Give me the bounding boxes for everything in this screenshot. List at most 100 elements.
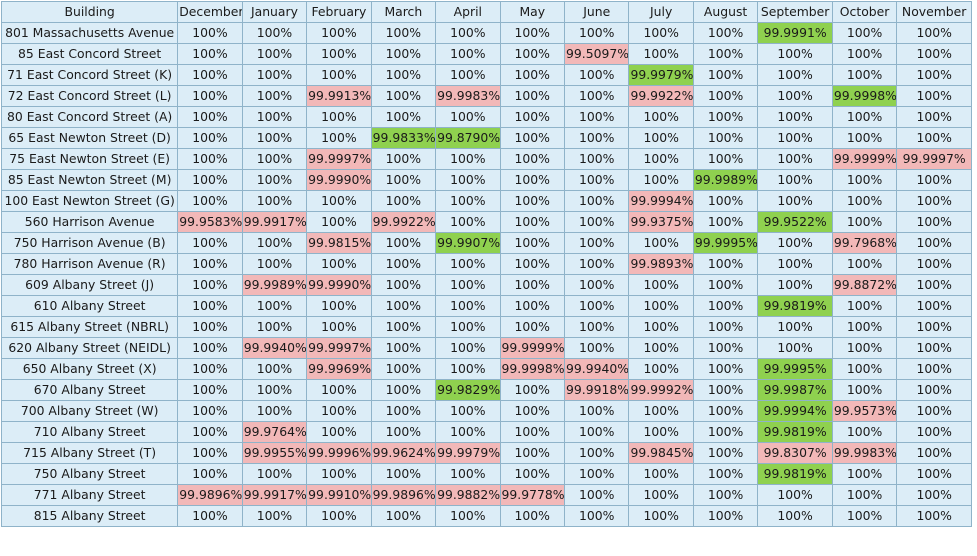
uptime-cell[interactable]: 100%: [831, 64, 898, 86]
uptime-cell[interactable]: 100%: [757, 148, 833, 170]
uptime-cell[interactable]: 100%: [306, 505, 372, 527]
uptime-cell[interactable]: 100%: [896, 505, 972, 527]
uptime-cell[interactable]: 100%: [370, 505, 437, 527]
uptime-cell[interactable]: 100%: [628, 127, 694, 149]
uptime-cell[interactable]: 100%: [628, 463, 694, 485]
uptime-cell[interactable]: 99.9845%: [628, 442, 694, 464]
uptime-cell[interactable]: 100%: [370, 148, 437, 170]
uptime-cell[interactable]: 100%: [177, 316, 243, 338]
uptime-cell[interactable]: 100%: [692, 127, 759, 149]
uptime-cell[interactable]: 100%: [628, 295, 694, 317]
uptime-cell[interactable]: 100%: [896, 421, 972, 443]
uptime-cell[interactable]: 100%: [896, 463, 972, 485]
uptime-cell[interactable]: 100%: [306, 22, 372, 44]
uptime-cell[interactable]: 99.9994%: [628, 190, 694, 212]
uptime-cell[interactable]: 100%: [435, 211, 501, 233]
uptime-cell[interactable]: 100%: [370, 64, 437, 86]
uptime-cell[interactable]: 100%: [241, 127, 308, 149]
uptime-cell[interactable]: 100%: [896, 22, 972, 44]
uptime-cell[interactable]: 100%: [831, 253, 898, 275]
uptime-cell[interactable]: 100%: [896, 379, 972, 401]
uptime-cell[interactable]: 100%: [435, 22, 501, 44]
uptime-cell[interactable]: 100%: [370, 232, 437, 254]
uptime-cell[interactable]: 100%: [499, 442, 565, 464]
uptime-cell[interactable]: 100%: [499, 253, 565, 275]
uptime-cell[interactable]: 100%: [896, 64, 972, 86]
uptime-cell[interactable]: 100%: [306, 43, 372, 65]
uptime-cell[interactable]: 100%: [692, 295, 759, 317]
building-name-cell[interactable]: 780 Harrison Avenue (R): [0, 253, 179, 275]
uptime-cell[interactable]: 100%: [692, 148, 759, 170]
uptime-cell[interactable]: 100%: [563, 337, 630, 359]
uptime-cell[interactable]: 100%: [177, 421, 243, 443]
uptime-cell[interactable]: 100%: [241, 232, 308, 254]
uptime-cell[interactable]: 100%: [896, 442, 972, 464]
uptime-cell[interactable]: 100%: [370, 358, 437, 380]
uptime-cell[interactable]: 100%: [370, 169, 437, 191]
uptime-cell[interactable]: 100%: [177, 442, 243, 464]
header-january[interactable]: January: [241, 1, 308, 23]
uptime-cell[interactable]: 100%: [563, 274, 630, 296]
header-october[interactable]: October: [831, 1, 898, 23]
uptime-cell[interactable]: 99.9996%: [306, 442, 372, 464]
uptime-cell[interactable]: 99.9990%: [306, 274, 372, 296]
uptime-cell[interactable]: 99.9922%: [370, 211, 437, 233]
uptime-cell[interactable]: 100%: [177, 400, 243, 422]
uptime-cell[interactable]: 99.9940%: [241, 337, 308, 359]
header-building[interactable]: Building: [0, 1, 179, 23]
uptime-cell[interactable]: 100%: [896, 337, 972, 359]
building-name-cell[interactable]: 670 Albany Street: [0, 379, 179, 401]
uptime-cell[interactable]: 100%: [370, 337, 437, 359]
building-name-cell[interactable]: 80 East Concord Street (A): [0, 106, 179, 128]
uptime-cell[interactable]: 100%: [306, 106, 372, 128]
uptime-cell[interactable]: 100%: [241, 43, 308, 65]
uptime-cell[interactable]: 100%: [628, 169, 694, 191]
uptime-cell[interactable]: 100%: [499, 190, 565, 212]
uptime-cell[interactable]: 100%: [896, 295, 972, 317]
uptime-cell[interactable]: 99.9999%: [499, 337, 565, 359]
uptime-cell[interactable]: 100%: [370, 295, 437, 317]
uptime-cell[interactable]: 100%: [692, 358, 759, 380]
uptime-cell[interactable]: 100%: [177, 253, 243, 275]
uptime-cell[interactable]: 100%: [499, 463, 565, 485]
uptime-cell[interactable]: 100%: [370, 253, 437, 275]
uptime-cell[interactable]: 100%: [896, 106, 972, 128]
uptime-cell[interactable]: 100%: [692, 85, 759, 107]
uptime-cell[interactable]: 100%: [831, 358, 898, 380]
uptime-cell[interactable]: 100%: [435, 358, 501, 380]
uptime-cell[interactable]: 100%: [435, 43, 501, 65]
uptime-cell[interactable]: 100%: [306, 316, 372, 338]
uptime-cell[interactable]: 100%: [563, 22, 630, 44]
uptime-cell[interactable]: 100%: [628, 400, 694, 422]
uptime-cell[interactable]: 100%: [499, 148, 565, 170]
uptime-cell[interactable]: 99.9979%: [628, 64, 694, 86]
uptime-cell[interactable]: 100%: [177, 64, 243, 86]
uptime-cell[interactable]: 100%: [435, 190, 501, 212]
uptime-cell[interactable]: 100%: [757, 64, 833, 86]
uptime-cell[interactable]: 100%: [757, 127, 833, 149]
uptime-cell[interactable]: 100%: [499, 43, 565, 65]
header-april[interactable]: April: [435, 1, 501, 23]
uptime-cell[interactable]: 100%: [692, 316, 759, 338]
uptime-cell[interactable]: 100%: [628, 337, 694, 359]
uptime-cell[interactable]: 99.9918%: [563, 379, 630, 401]
uptime-cell[interactable]: 100%: [757, 43, 833, 65]
uptime-cell[interactable]: 99.9969%: [306, 358, 372, 380]
uptime-cell[interactable]: 100%: [370, 106, 437, 128]
uptime-cell[interactable]: 100%: [563, 463, 630, 485]
uptime-cell[interactable]: 100%: [241, 85, 308, 107]
uptime-cell[interactable]: 100%: [370, 379, 437, 401]
uptime-cell[interactable]: 100%: [370, 85, 437, 107]
uptime-cell[interactable]: 100%: [692, 484, 759, 506]
uptime-cell[interactable]: 100%: [563, 85, 630, 107]
uptime-cell[interactable]: 99.8790%: [435, 127, 501, 149]
uptime-cell[interactable]: 100%: [628, 22, 694, 44]
uptime-cell[interactable]: 99.9955%: [241, 442, 308, 464]
uptime-cell[interactable]: 100%: [435, 274, 501, 296]
uptime-cell[interactable]: 100%: [896, 190, 972, 212]
uptime-cell[interactable]: 99.9583%: [177, 211, 243, 233]
uptime-cell[interactable]: 100%: [306, 127, 372, 149]
uptime-cell[interactable]: 100%: [177, 85, 243, 107]
uptime-cell[interactable]: 100%: [831, 316, 898, 338]
uptime-cell[interactable]: 99.5097%: [563, 43, 630, 65]
